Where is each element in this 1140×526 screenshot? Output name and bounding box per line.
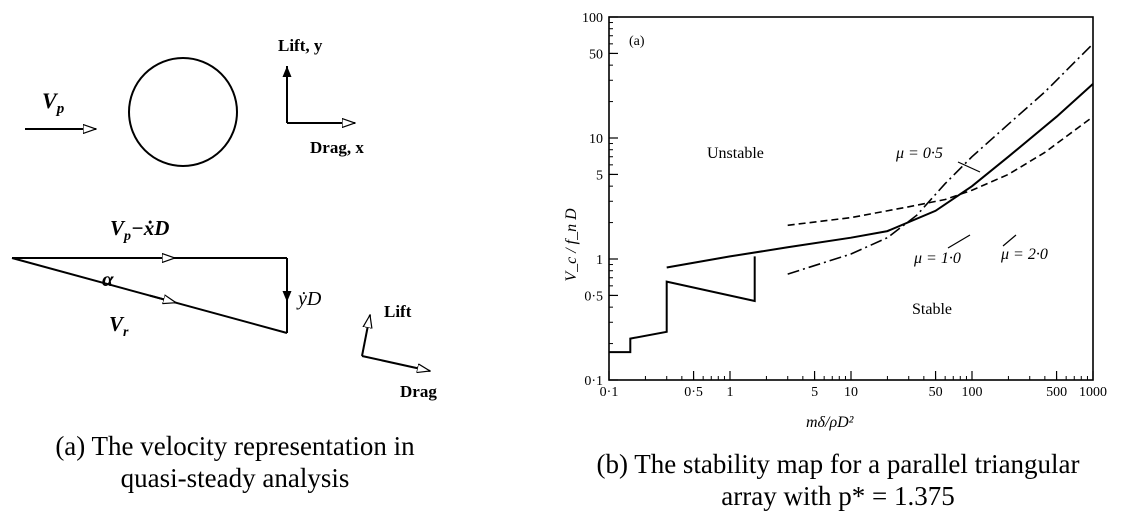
mu-20-label: μ = 2·0 (1000, 246, 1048, 263)
rotated-drag-label: Drag (400, 382, 437, 401)
x-tick-label: 100 (962, 385, 983, 400)
stable-region-label: Stable (912, 301, 952, 318)
mu-10-label: μ = 1·0 (913, 250, 961, 267)
panel-label: (a) (629, 34, 645, 49)
rotated-drag-arrow (361, 355, 430, 371)
vp-label: Vp (42, 88, 65, 117)
ydot-d-label: ẏD (296, 288, 322, 310)
velocity-diagram: Vp Lift, y Drag, x Vp−ẋD α ẏD Vr Lift Dr… (11, 36, 437, 401)
curve-series-3 (609, 256, 756, 354)
vp-minus-xd-label: Vp−ẋD (110, 216, 169, 244)
y-tick-label: 0·1 (584, 374, 603, 389)
alpha-label: α (102, 267, 114, 291)
rotated-lift-label: Lift (384, 302, 412, 321)
vr-arrowhead (149, 296, 176, 303)
caption-b-line2: array with p* = 1.375 (721, 481, 955, 511)
cylinder-circle (128, 57, 238, 167)
y-tick-label: 1 (596, 253, 603, 268)
y-tick-label: 10 (589, 132, 603, 147)
x-tick-label: 1000 (1079, 385, 1107, 400)
caption-a: (a) The velocity representation in quasi… (15, 430, 455, 494)
x-tick-label: 0·1 (600, 385, 619, 400)
y-tick-label: 5 (596, 168, 603, 183)
x-tick-label: 5 (811, 385, 818, 400)
caption-b-line1: (b) The stability map for a parallel tri… (596, 449, 1080, 479)
y-tick-label: 50 (589, 47, 603, 62)
caption-a-line1: (a) The velocity representation in (55, 431, 415, 461)
axis-ticks: 0·1 0·5 1 5 10 50 100 500 1000 0·1 0·5 1 5 10 50 100 (582, 11, 1107, 400)
caption-a-line2: quasi-steady analysis (120, 463, 350, 493)
rotated-lift-arrow (361, 315, 370, 357)
mu-05-leader (957, 161, 981, 173)
x-tick-label: 500 (1046, 385, 1067, 400)
vr-label: Vr (109, 312, 129, 340)
caption-b: (b) The stability map for a parallel tri… (548, 448, 1128, 512)
x-tick-label: 0·5 (684, 385, 703, 400)
stability-map-chart: 0·1 0·5 1 5 10 50 100 500 1000 0·1 0·5 1 5 10 50 100 (a… (563, 11, 1107, 431)
stability-curves (609, 43, 1094, 354)
vr-line (11, 257, 288, 334)
mu-05-label: μ = 0·5 (895, 145, 943, 162)
y-tick-label: 100 (582, 11, 603, 26)
plot-frame (608, 16, 1094, 381)
y-tick-label: 0·5 (584, 289, 603, 304)
x-axis-label: mδ/ρD² (806, 414, 855, 431)
drag-x-label: Drag, x (310, 138, 364, 157)
lift-y-label: Lift, y (278, 36, 323, 55)
curve-series-1 (787, 116, 1094, 227)
x-tick-label: 10 (844, 385, 858, 400)
mu-20-leader (1002, 234, 1017, 247)
curve-series-2 (666, 83, 1094, 269)
x-tick-label: 1 (727, 385, 734, 400)
mu-10-leader (947, 234, 971, 249)
x-tick-label: 50 (929, 385, 943, 400)
curve-series-0 (787, 43, 1094, 275)
unstable-region-label: Unstable (707, 145, 764, 162)
y-axis-label: V_c / f_n D (563, 208, 580, 282)
